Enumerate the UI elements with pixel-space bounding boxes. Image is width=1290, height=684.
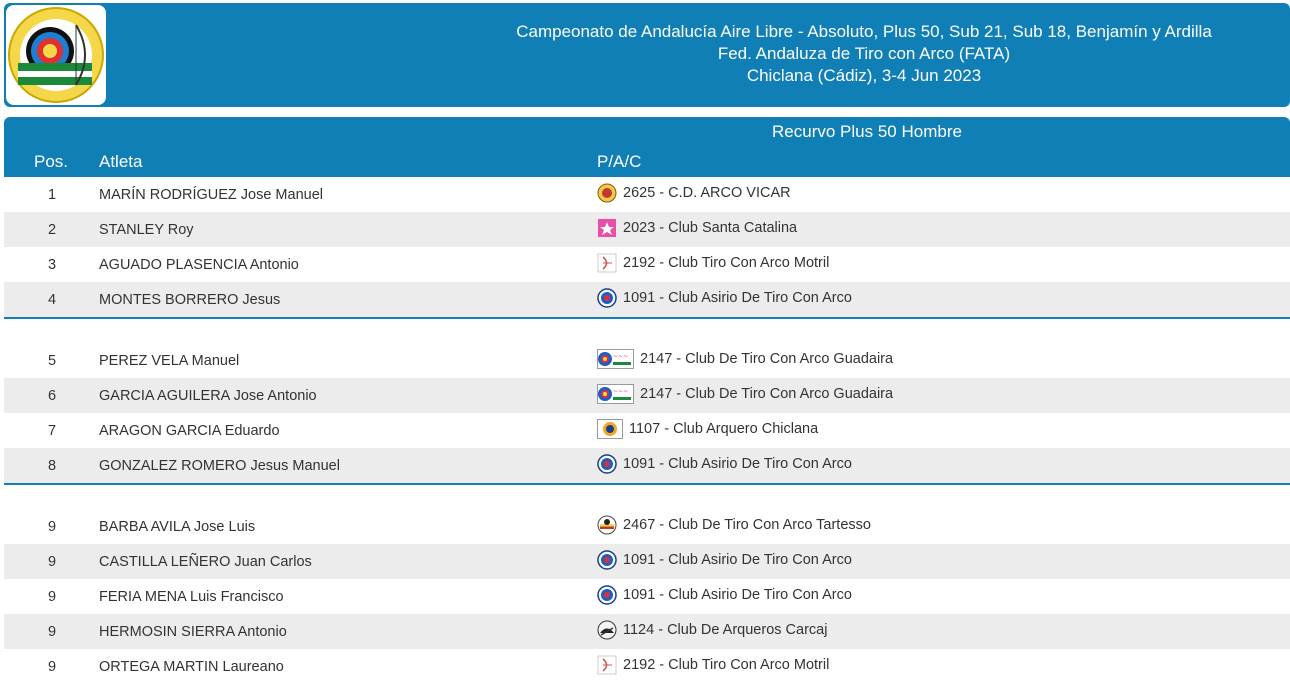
table-row[interactable]: 2 STANLEY Roy 2023 - Club Santa Catalina bbox=[4, 212, 1290, 247]
motril-logo-icon bbox=[597, 253, 617, 273]
table-body: 1 MARÍN RODRÍGUEZ Jose Manuel 2625 - C.D. … bbox=[4, 177, 1290, 684]
guadaira-logo-icon: ~~~ bbox=[597, 384, 634, 404]
position-cell: 9 bbox=[47, 519, 57, 535]
tartesso-logo-icon bbox=[597, 515, 617, 535]
table-row[interactable]: 9 HERMOSIN SIERRA Antonio 1124 - Club De A… bbox=[4, 614, 1290, 649]
results-table: Recurvo Plus 50 Hombre Pos. Atleta P/A/C… bbox=[4, 117, 1290, 683]
club-cell[interactable]: 2625 - C.D. ARCO VICAR bbox=[597, 183, 791, 203]
club-label: 1124 - Club De Arqueros Carcaj bbox=[623, 622, 828, 638]
club-cell[interactable]: ~~~ 2147 - Club De Tiro Con Arco Guadaira bbox=[597, 349, 893, 369]
position-cell: 3 bbox=[47, 257, 57, 273]
club-label: 2147 - Club De Tiro Con Arco Guadaira bbox=[640, 386, 894, 402]
club-label: 2023 - Club Santa Catalina bbox=[623, 220, 798, 236]
club-label: 1091 - Club Asirio De Tiro Con Arco bbox=[623, 290, 852, 306]
table-row[interactable]: 8 GONZALEZ ROMERO Jesus Manuel 1091 - Club… bbox=[4, 448, 1290, 483]
federation-logo bbox=[6, 5, 106, 105]
group-separator bbox=[4, 317, 1290, 343]
athlete-name[interactable]: PEREZ VELA Manuel bbox=[99, 353, 240, 369]
club-label: 1091 - Club Asirio De Tiro Con Arco bbox=[623, 587, 852, 603]
position-cell: 5 bbox=[47, 353, 57, 369]
club-cell[interactable]: 1107 - Club Arquero Chiclana bbox=[597, 419, 818, 439]
event-titles: Campeonato de Andalucía Aire Libre - Abs… bbox=[434, 21, 1290, 87]
athlete-name[interactable]: MARÍN RODRÍGUEZ Jose Manuel bbox=[99, 187, 323, 203]
table-row[interactable]: 9 FERIA MENA Luis Francisco 1091 - Club As… bbox=[4, 579, 1290, 614]
table-row[interactable]: 6 GARCIA AGUILERA Jose Antonio ~~~ 2147 - C… bbox=[4, 378, 1290, 413]
position-cell: 1 bbox=[47, 187, 57, 203]
position-cell: 9 bbox=[47, 554, 57, 570]
club-cell[interactable]: 1091 - Club Asirio De Tiro Con Arco bbox=[597, 585, 852, 605]
athlete-name[interactable]: AGUADO PLASENCIA Antonio bbox=[99, 257, 299, 273]
page-header: Campeonato de Andalucía Aire Libre - Abs… bbox=[4, 3, 1290, 107]
athlete-name[interactable]: HERMOSIN SIERRA Antonio bbox=[99, 624, 287, 640]
motril-logo-icon bbox=[597, 655, 617, 675]
club-label: 2192 - Club Tiro Con Arco Motril bbox=[623, 657, 830, 673]
club-label: 1091 - Club Asirio De Tiro Con Arco bbox=[623, 456, 852, 472]
carcaj-logo-icon bbox=[597, 620, 617, 640]
position-cell: 2 bbox=[47, 222, 57, 238]
club-label: 2467 - Club De Tiro Con Arco Tartesso bbox=[623, 517, 871, 533]
guadaira-logo-icon: ~~~ bbox=[597, 349, 634, 369]
athlete-name[interactable]: STANLEY Roy bbox=[99, 222, 194, 238]
santa-catalina-logo-icon bbox=[597, 218, 617, 238]
position-cell: 9 bbox=[47, 659, 57, 675]
club-cell[interactable]: 2192 - Club Tiro Con Arco Motril bbox=[597, 655, 829, 675]
club-cell[interactable]: 1124 - Club De Arqueros Carcaj bbox=[597, 620, 827, 640]
table-row[interactable]: 1 MARÍN RODRÍGUEZ Jose Manuel 2625 - C.D. … bbox=[4, 177, 1290, 212]
club-cell[interactable]: 2023 - Club Santa Catalina bbox=[597, 218, 797, 238]
table-row[interactable]: 9 BARBA AVILA Jose Luis 2467 - Club De Tir… bbox=[4, 509, 1290, 544]
chiclana-logo-icon bbox=[597, 419, 623, 439]
position-cell: 9 bbox=[47, 589, 57, 605]
table-row[interactable]: 5 PEREZ VELA Manuel ~~~ 2147 - Club De Tiro… bbox=[4, 343, 1290, 378]
asirio-logo-icon bbox=[597, 454, 617, 474]
asirio-logo-icon bbox=[597, 585, 617, 605]
table-row[interactable]: 4 MONTES BORRERO Jesus 1091 - Club Asirio … bbox=[4, 282, 1290, 317]
athlete-name[interactable]: GARCIA AGUILERA Jose Antonio bbox=[99, 388, 317, 404]
club-cell[interactable]: 2467 - Club De Tiro Con Arco Tartesso bbox=[597, 515, 871, 535]
column-header-pos: Pos. bbox=[34, 152, 69, 171]
athlete-name[interactable]: BARBA AVILA Jose Luis bbox=[99, 519, 256, 535]
position-cell: 8 bbox=[47, 458, 57, 474]
club-label: 2625 - C.D. ARCO VICAR bbox=[623, 185, 791, 201]
athlete-name[interactable]: ARAGON GARCIA Eduardo bbox=[99, 423, 280, 439]
athlete-name[interactable]: MONTES BORRERO Jesus bbox=[99, 292, 281, 308]
event-name: Campeonato de Andalucía Aire Libre - Abs… bbox=[516, 22, 1212, 41]
club-cell[interactable]: 1091 - Club Asirio De Tiro Con Arco bbox=[597, 454, 852, 474]
club-label: 1107 - Club Arquero Chiclana bbox=[629, 421, 819, 437]
table-row[interactable]: 7 ARAGON GARCIA Eduardo 1107 - Club Arquer… bbox=[4, 413, 1290, 448]
club-cell[interactable]: 2192 - Club Tiro Con Arco Motril bbox=[597, 253, 829, 273]
table-row[interactable]: 9 CASTILLA LEÑERO Juan Carlos 1091 - Club … bbox=[4, 544, 1290, 579]
event-location-date: Chiclana (Cádiz), 3-4 Jun 2023 bbox=[746, 66, 982, 85]
federation-name: Fed. Andaluza de Tiro con Arco (FATA) bbox=[717, 44, 1011, 63]
asirio-logo-icon bbox=[597, 550, 617, 570]
category-title: Recurvo Plus 50 Hombre bbox=[772, 122, 962, 141]
athlete-name[interactable]: GONZALEZ ROMERO Jesus Manuel bbox=[99, 458, 340, 474]
table-header: Recurvo Plus 50 Hombre Pos. Atleta P/A/C bbox=[4, 117, 1290, 177]
asirio-logo-icon bbox=[597, 288, 617, 308]
club-label: 1091 - Club Asirio De Tiro Con Arco bbox=[623, 552, 852, 568]
column-header-club: P/A/C bbox=[597, 152, 642, 171]
column-header-athlete: Atleta bbox=[99, 152, 143, 171]
position-cell: 6 bbox=[47, 388, 57, 404]
position-cell: 9 bbox=[47, 624, 57, 640]
club-cell[interactable]: 1091 - Club Asirio De Tiro Con Arco bbox=[597, 550, 852, 570]
group-separator bbox=[4, 483, 1290, 509]
svg-text:~~~: ~~~ bbox=[613, 353, 628, 360]
table-row[interactable]: 3 AGUADO PLASENCIA Antonio 2192 - Club Tir… bbox=[4, 247, 1290, 282]
athlete-name[interactable]: ORTEGA MARTIN Laureano bbox=[99, 659, 284, 675]
club-label: 2192 - Club Tiro Con Arco Motril bbox=[623, 255, 830, 271]
athlete-name[interactable]: CASTILLA LEÑERO Juan Carlos bbox=[99, 554, 312, 570]
athlete-name[interactable]: FERIA MENA Luis Francisco bbox=[99, 589, 284, 605]
club-label: 2147 - Club De Tiro Con Arco Guadaira bbox=[640, 351, 894, 367]
position-cell: 4 bbox=[47, 292, 57, 308]
svg-text:~~~: ~~~ bbox=[613, 388, 628, 395]
archery-target-icon bbox=[8, 7, 104, 103]
vicar-logo-icon bbox=[597, 183, 617, 203]
position-cell: 7 bbox=[47, 423, 57, 439]
table-row[interactable]: 9 ORTEGA MARTIN Laureano 2192 - Club Tiro … bbox=[4, 649, 1290, 684]
club-cell[interactable]: ~~~ 2147 - Club De Tiro Con Arco Guadaira bbox=[597, 384, 893, 404]
club-cell[interactable]: 1091 - Club Asirio De Tiro Con Arco bbox=[597, 288, 852, 308]
